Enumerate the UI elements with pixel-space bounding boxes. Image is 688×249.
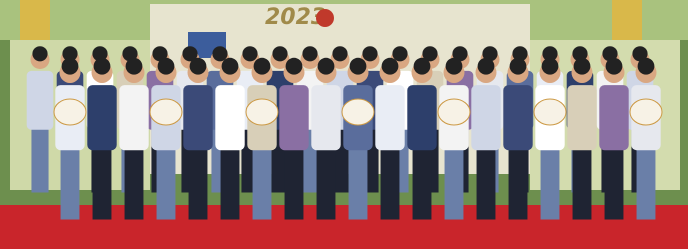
person-hair bbox=[272, 46, 287, 61]
person-legs bbox=[573, 146, 592, 220]
person-body bbox=[407, 85, 436, 150]
person-hair bbox=[94, 58, 111, 75]
person-body bbox=[27, 71, 54, 130]
person-legs bbox=[31, 126, 48, 193]
person-legs bbox=[189, 146, 208, 220]
person-body bbox=[567, 85, 596, 150]
held-sign bbox=[54, 99, 86, 125]
person-hair bbox=[62, 58, 79, 75]
person-body bbox=[119, 85, 148, 150]
person-hair bbox=[574, 58, 591, 75]
person-legs bbox=[61, 146, 80, 220]
person-hair bbox=[190, 58, 207, 75]
person-legs bbox=[285, 146, 304, 220]
person-hair bbox=[212, 46, 227, 61]
held-sign bbox=[342, 99, 374, 125]
held-sign bbox=[150, 99, 182, 125]
person-legs bbox=[349, 146, 368, 220]
person-legs bbox=[605, 146, 624, 220]
person-legs bbox=[413, 146, 432, 220]
person-legs bbox=[93, 146, 112, 220]
person-body bbox=[279, 85, 308, 150]
person-body bbox=[87, 85, 116, 150]
person-legs bbox=[541, 146, 560, 220]
person-body bbox=[599, 85, 628, 150]
person-hair bbox=[332, 46, 347, 61]
person-hair bbox=[414, 58, 431, 75]
person-hair bbox=[510, 58, 527, 75]
person-hair bbox=[254, 58, 271, 75]
person-hair bbox=[606, 58, 623, 75]
person-hair bbox=[542, 58, 559, 75]
person-legs bbox=[253, 146, 272, 220]
person-hair bbox=[478, 58, 495, 75]
person-hair bbox=[302, 46, 317, 61]
person-body bbox=[183, 85, 212, 150]
person-hair bbox=[32, 46, 47, 61]
banner-logo bbox=[316, 9, 334, 27]
person-hair bbox=[362, 46, 377, 61]
person-body bbox=[215, 85, 244, 150]
person-hair bbox=[242, 46, 257, 61]
person-legs bbox=[157, 146, 176, 220]
person-body bbox=[471, 85, 500, 150]
person-hair bbox=[392, 46, 407, 61]
person-hair bbox=[638, 58, 655, 75]
person-hair bbox=[158, 58, 175, 75]
person-legs bbox=[509, 146, 528, 220]
person-body bbox=[503, 85, 532, 150]
person-legs bbox=[221, 146, 240, 220]
held-sign bbox=[534, 99, 566, 125]
person-hair bbox=[446, 58, 463, 75]
person-legs bbox=[445, 146, 464, 220]
photo: 2023 bbox=[0, 0, 688, 249]
person-legs bbox=[381, 146, 400, 220]
held-sign bbox=[246, 99, 278, 125]
person-hair bbox=[126, 58, 143, 75]
person-legs bbox=[317, 146, 336, 220]
person-body bbox=[375, 85, 404, 150]
held-sign bbox=[630, 99, 662, 125]
person-legs bbox=[125, 146, 144, 220]
person-hair bbox=[350, 58, 367, 75]
person-hair bbox=[318, 58, 335, 75]
held-sign bbox=[438, 99, 470, 125]
person-legs bbox=[637, 146, 656, 220]
person-hair bbox=[382, 58, 399, 75]
person-legs bbox=[477, 146, 496, 220]
person-body bbox=[311, 85, 340, 150]
person-hair bbox=[286, 58, 303, 75]
person-hair bbox=[222, 58, 239, 75]
